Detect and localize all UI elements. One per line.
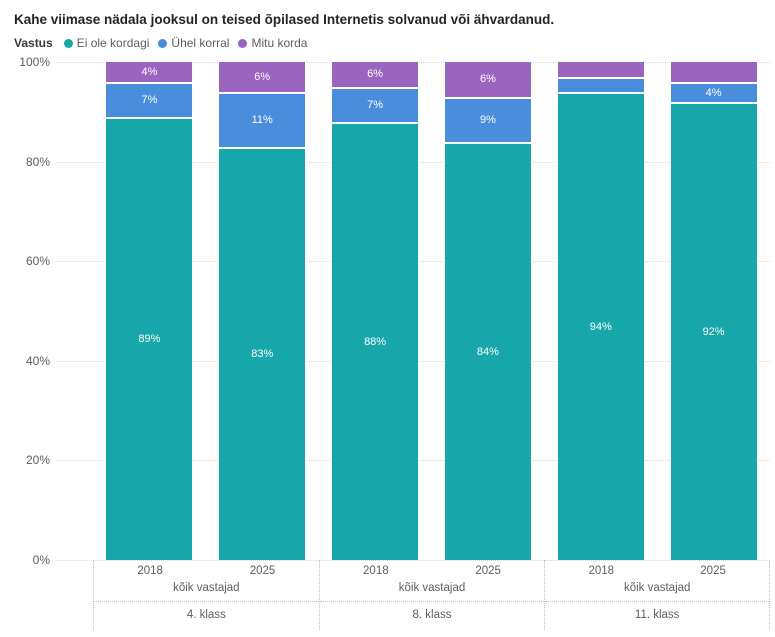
x-axis-cohort-label: kõik vastajad (545, 578, 770, 602)
bar-segment-mitu-korda[interactable] (556, 62, 645, 77)
x-axis-group-labels: 2018 2025 kõik vastajad 4. klass (93, 560, 319, 630)
stacked-bar-8-klass-2018[interactable]: 6% 7% 88% (331, 62, 420, 560)
plot-area: 4% 7% 89% 6% 11% 83% 2018 2025 kõik vastajad 4. k… (57, 62, 771, 630)
bar-segment-hel-korral[interactable]: 11% (218, 91, 307, 147)
x-axis-group-labels: 2018 2025 kõik vastajad 11. klass (544, 560, 771, 630)
plot-region: 100% 80% 60% 40% 20% 0% 4% 7% 89% 6% 11% 83% 2018 20… (0, 55, 775, 630)
legend-item-label: Mitu korda (251, 36, 308, 50)
bar-segment-mitu-korda[interactable]: 6% (218, 62, 307, 92)
segment-value-label: 84% (476, 345, 499, 358)
bar-segment-hel-korral[interactable]: 7% (331, 86, 420, 122)
legend-dot-mitu-korda-icon (238, 38, 248, 48)
stacked-bar-11-klass-2018[interactable]: 94% (556, 62, 645, 560)
legend-item-label: Ühel korral (171, 36, 230, 50)
bar-segment-ei-ole-kordagi[interactable]: 88% (331, 121, 420, 560)
legend-item-label: Ei ole kordagi (76, 36, 150, 50)
segment-value-label: 4% (705, 86, 722, 99)
stacked-bar-11-klass-2025[interactable]: 4% 92% (669, 62, 758, 560)
y-axis-tick: 100% (19, 55, 50, 69)
x-axis-years-row: 2018 2025 (94, 560, 319, 578)
x-axis-years-row: 2018 2025 (545, 560, 769, 578)
bar-segment-ei-ole-kordagi[interactable]: 89% (105, 116, 194, 560)
bar-groups: 4% 7% 89% 6% 11% 83% 2018 2025 kõik vastajad 4. k… (93, 62, 771, 630)
segment-value-label: 9% (479, 114, 496, 127)
segment-value-label: 92% (702, 325, 725, 338)
stacked-bar-4-klass-2018[interactable]: 4% 7% 89% (105, 62, 194, 560)
legend: Vastus Ei ole kordagi Ühel korral Mitu kor… (14, 36, 761, 50)
legend-title: Vastus (14, 36, 53, 50)
x-axis-year-label: 2025 (249, 565, 276, 577)
chart-title: Kahe viimase nädala jooksul on teised õp… (14, 12, 555, 27)
x-axis-class-label: 8. klass (412, 609, 452, 621)
bar-segment-mitu-korda[interactable] (669, 62, 758, 82)
bar-segment-ei-ole-kordagi[interactable]: 84% (443, 141, 532, 560)
x-axis-class-label: 11. klass (634, 609, 680, 621)
bar-segment-mitu-korda[interactable]: 6% (443, 62, 532, 97)
segment-value-label: 6% (254, 70, 271, 83)
bar-segment-mitu-korda[interactable]: 6% (331, 62, 420, 87)
y-axis-tick: 40% (25, 353, 50, 368)
bar-segment-ei-ole-kordagi[interactable]: 92% (669, 101, 758, 560)
x-axis-year-label: 2018 (363, 565, 389, 577)
bars-row: 6% 7% 88% 6% 9% 84% (319, 62, 545, 560)
bars-row: 94% 4% 92% (544, 62, 770, 560)
x-axis-year-label: 2025 (475, 565, 501, 577)
bar-segment-hel-korral[interactable]: 7% (105, 81, 194, 117)
bar-segment-hel-korral[interactable]: 4% (669, 81, 758, 102)
segment-value-label: 6% (367, 68, 384, 81)
bar-segment-hel-korral[interactable] (556, 76, 645, 92)
bar-segment-hel-korral[interactable]: 9% (443, 96, 532, 142)
y-axis-tick: 60% (25, 254, 50, 269)
legend-item-ei-ole-kordagi[interactable]: Ei ole kordagi (63, 36, 150, 50)
bar-segment-ei-ole-kordagi[interactable]: 83% (218, 146, 307, 560)
legend-item-hel-korral[interactable]: Ühel korral (158, 36, 229, 50)
x-axis-year-label: 2018 (588, 565, 615, 577)
segment-value-label: 94% (589, 320, 612, 333)
segment-value-label: 4% (141, 65, 158, 78)
x-axis-year-label: 2025 (700, 565, 726, 577)
y-axis-tick: 80% (25, 154, 50, 169)
legend-dot-hel-korral-icon (158, 38, 168, 48)
segment-value-label: 7% (367, 99, 384, 112)
bars-row: 4% 7% 89% 6% 11% 83% (93, 62, 319, 560)
stacked-bar-8-klass-2025[interactable]: 6% 9% 84% (443, 62, 532, 560)
x-axis-year-label: 2018 (137, 565, 163, 577)
legend-item-mitu-korda[interactable]: Mitu korda (238, 36, 307, 50)
segment-value-label: 6% (479, 73, 496, 86)
bar-segment-ei-ole-kordagi[interactable]: 94% (556, 91, 645, 560)
y-axis-tick: 0% (32, 553, 50, 567)
x-axis-group-labels: 2018 2025 kõik vastajad 8. klass (318, 560, 545, 630)
segment-value-label: 11% (251, 114, 273, 127)
bar-group-11-klass: 94% 4% 92% 2018 2025 kõik vastajad 11. klass (544, 62, 771, 630)
x-axis-years-row: 2018 2025 (320, 560, 545, 578)
legend-items: Ei ole kordagi Ühel korral Mitu korda (63, 36, 307, 50)
y-axis-tick: 20% (25, 453, 50, 468)
segment-value-label: 88% (364, 335, 387, 348)
x-axis-class-label: 4. klass (186, 609, 226, 621)
segment-value-label: 83% (251, 348, 274, 361)
x-axis-cohort-label: kõik vastajad (319, 578, 545, 602)
legend-dot-ei-ole-kordagi-icon (63, 38, 73, 48)
bar-group-8-klass: 6% 7% 88% 6% 9% 84% 2018 2025 kõik vastajad 8. kl… (318, 62, 545, 630)
y-axis: 100% 80% 60% 40% 20% 0% (0, 55, 50, 567)
bar-segment-mitu-korda[interactable]: 4% (105, 62, 194, 82)
stacked-bar-4-klass-2025[interactable]: 6% 11% 83% (218, 62, 307, 560)
bar-group-4-klass: 4% 7% 89% 6% 11% 83% 2018 2025 kõik vastajad 4. k… (93, 62, 319, 630)
x-axis-cohort-label: kõik vastajad (94, 578, 319, 602)
segment-value-label: 7% (141, 94, 158, 107)
segment-value-label: 89% (138, 333, 161, 346)
